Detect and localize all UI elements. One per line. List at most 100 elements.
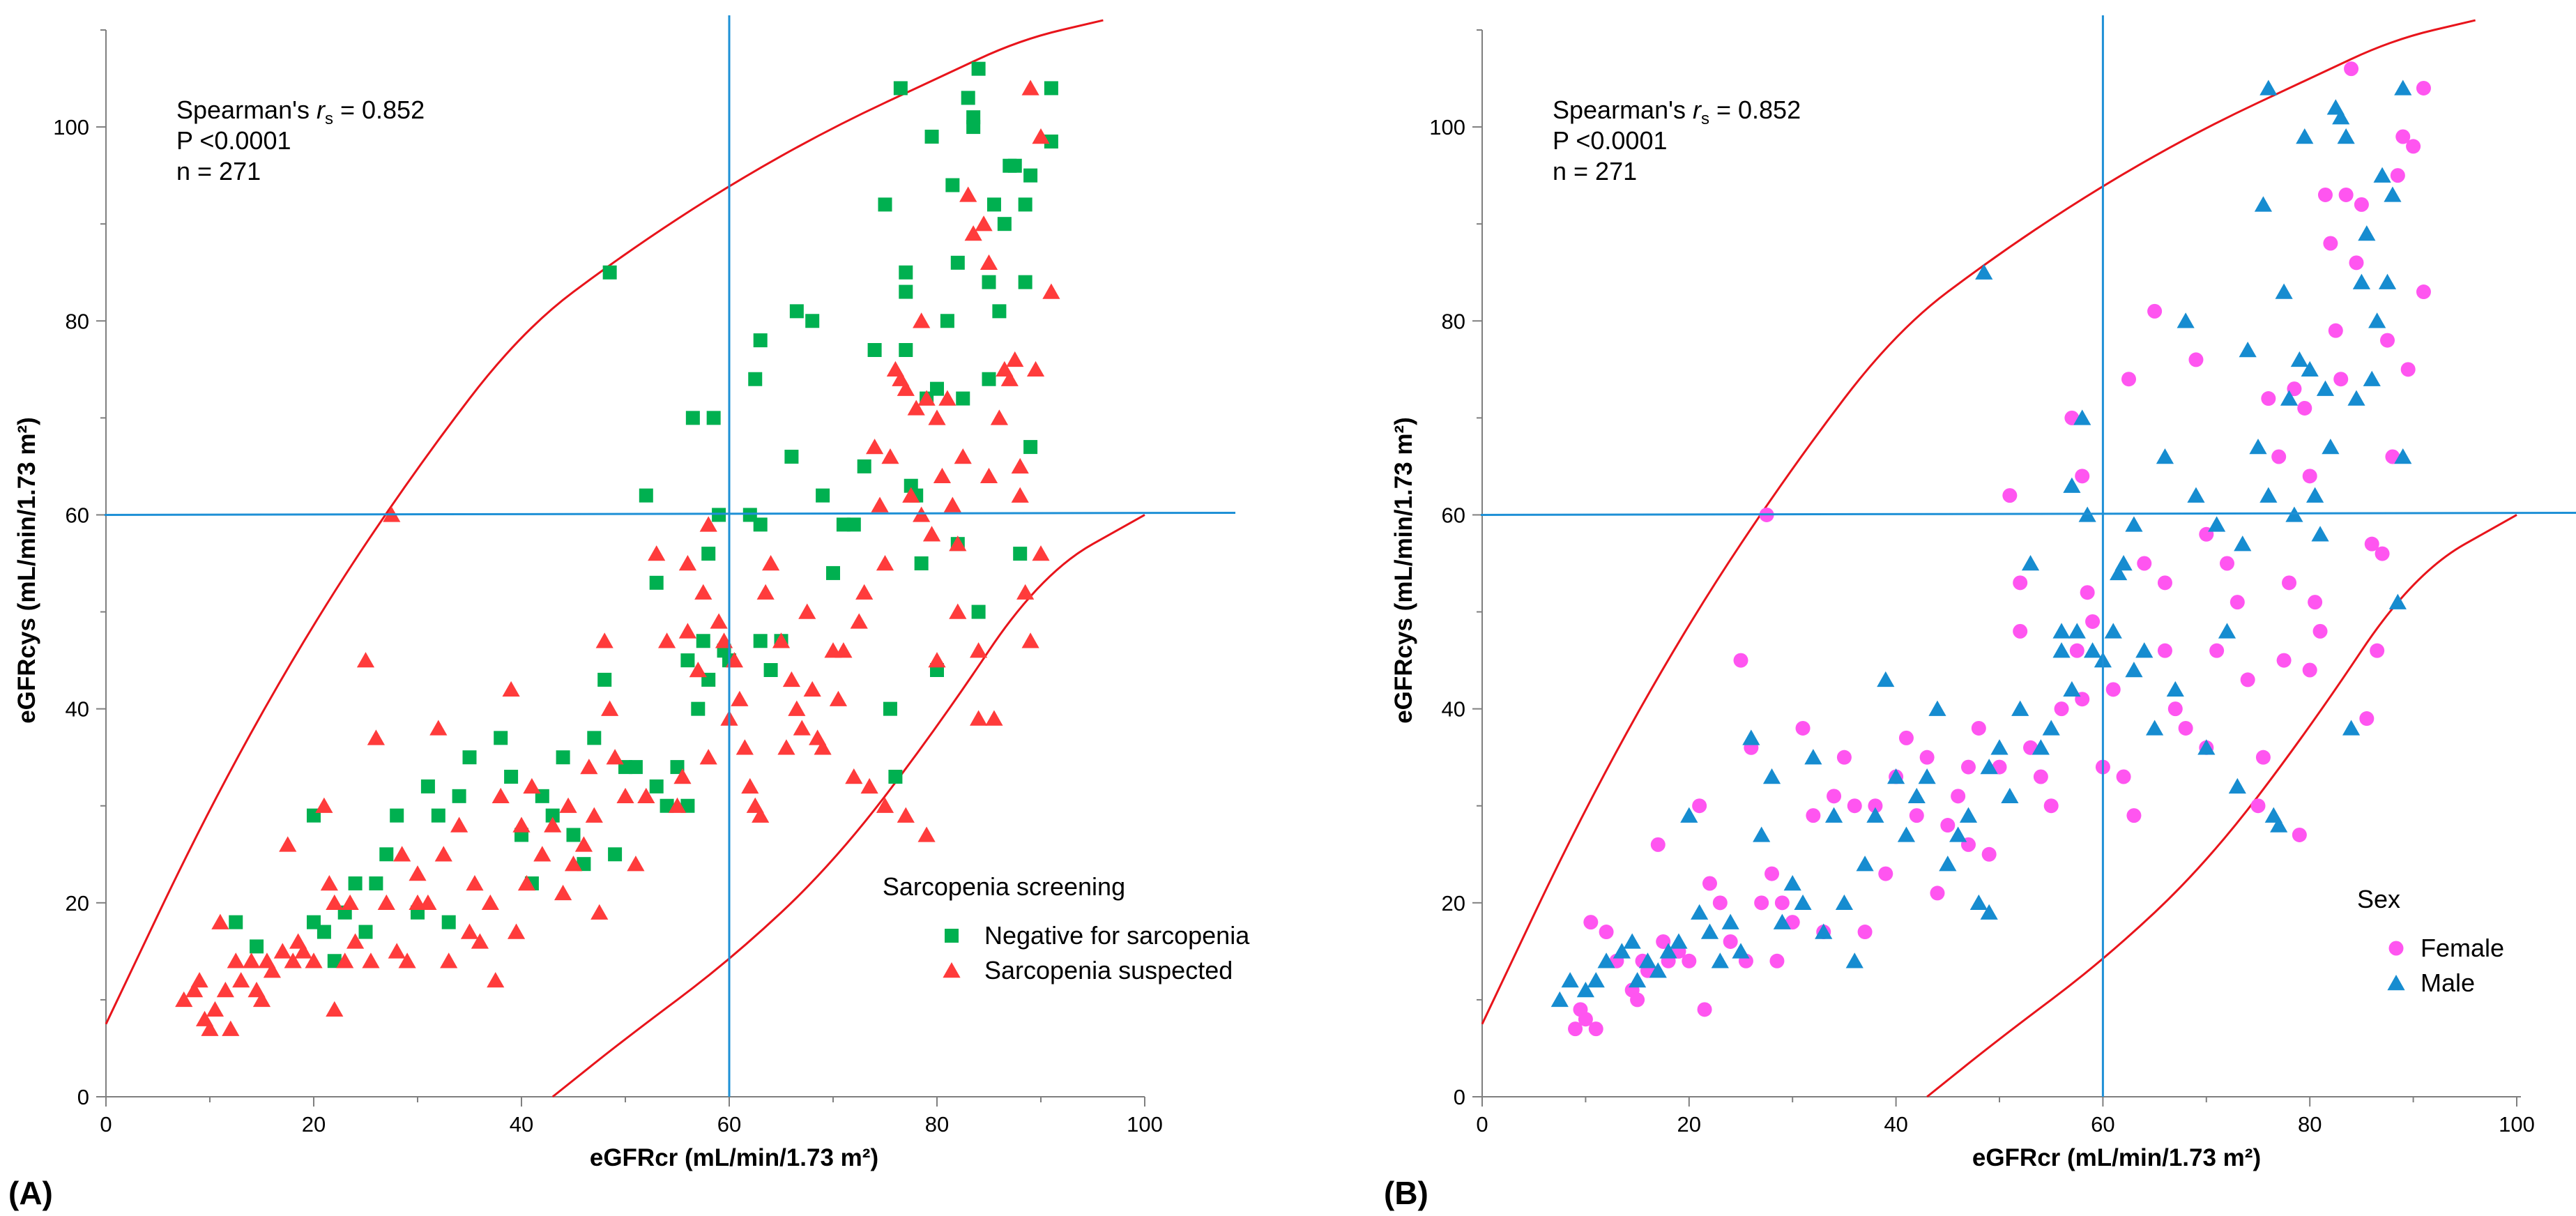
point-female: [2188, 352, 2204, 367]
point-negative-for-sarcopenia: [1044, 81, 1058, 96]
point-male: [2301, 360, 2319, 377]
point-sarcopenia-suspected: [627, 856, 645, 872]
point-male: [1990, 739, 2009, 755]
point-female: [2282, 575, 2297, 591]
point-female: [2312, 623, 2328, 639]
point-negative-for-sarcopenia: [680, 653, 695, 668]
point-negative-for-sarcopenia: [545, 808, 560, 823]
point-negative-for-sarcopenia: [577, 857, 591, 872]
panel-b: 0 20 40 60 80 100 0 20 40 60 80 100 eGFRcr (mL/min/1…: [1384, 15, 2576, 1211]
point-negative-for-sarcopenia: [899, 343, 913, 357]
prediction-band-upper: [1481, 19, 2476, 1025]
panel-label: (B): [1384, 1175, 1428, 1211]
point-female: [1588, 1021, 1603, 1037]
point-negative-for-sarcopenia: [1013, 547, 1028, 561]
point-male: [2347, 390, 2365, 406]
point-male: [2270, 816, 2288, 833]
point-male: [1649, 962, 1667, 978]
spearman-r-symbol: r: [1693, 96, 1702, 124]
point-sarcopenia-suspected: [933, 467, 952, 484]
y-tick-label: 20: [1442, 891, 1465, 915]
point-sarcopenia-suspected: [876, 797, 894, 813]
point-negative-for-sarcopenia: [1044, 134, 1058, 149]
point-male: [2290, 351, 2308, 367]
point-female: [2344, 61, 2359, 77]
legend: Sarcopenia screening Negative for sarcope…: [883, 872, 1250, 985]
point-negative-for-sarcopenia: [379, 847, 394, 862]
point-female: [2105, 682, 2121, 697]
point-female: [2121, 372, 2136, 387]
point-sarcopenia-suspected: [980, 467, 998, 484]
point-sarcopenia-suspected: [782, 671, 800, 687]
point-male: [1794, 894, 1812, 911]
point-male: [1638, 952, 1657, 968]
point-negative-for-sarcopenia: [317, 925, 331, 939]
point-female: [1878, 866, 1893, 881]
point-male: [1629, 972, 1647, 988]
point-sarcopenia-suspected: [580, 759, 598, 775]
y-tick-label: 80: [1442, 309, 1465, 333]
point-male: [1597, 952, 1615, 968]
x-axis-title: eGFRcr (mL/min/1.73 m²): [590, 1144, 878, 1171]
point-female: [2380, 333, 2395, 348]
point-female: [1656, 934, 1671, 949]
point-female: [1765, 866, 1780, 881]
point-sarcopenia-suspected: [1011, 457, 1029, 474]
point-female: [2261, 391, 2276, 406]
y-tick-label: 20: [66, 891, 89, 915]
point-sarcopenia-suspected: [990, 409, 1008, 425]
point-negative-for-sarcopenia: [950, 255, 965, 270]
point-sarcopenia-suspected: [871, 496, 889, 512]
point-negative-for-sarcopenia: [899, 284, 913, 299]
point-male: [1623, 933, 1641, 949]
point-female: [1692, 798, 1707, 814]
point-male: [1587, 972, 1605, 988]
point-male: [1959, 807, 1978, 823]
point-sarcopenia-suspected: [326, 1001, 344, 1017]
point-sarcopenia-suspected: [741, 777, 759, 794]
reference-line-y60: [1480, 512, 2576, 516]
point-female: [1836, 750, 1852, 765]
spearman-r-symbol: r: [317, 96, 326, 124]
point-negative-for-sarcopenia: [753, 517, 768, 532]
point-sarcopenia-suspected: [928, 652, 946, 668]
point-sarcopenia-suspected: [772, 632, 791, 648]
point-male: [2259, 487, 2278, 503]
point-sarcopenia-suspected: [175, 991, 193, 1008]
point-sarcopenia-suspected: [777, 739, 795, 755]
point-female: [1930, 886, 1945, 901]
point-sarcopenia-suspected: [964, 225, 982, 241]
point-sarcopenia-suspected: [263, 962, 281, 978]
point-female: [2147, 303, 2163, 319]
point-male: [2114, 555, 2133, 571]
point-male: [2021, 555, 2040, 571]
point-sarcopenia-suspected: [866, 439, 884, 455]
point-negative-for-sarcopenia: [706, 411, 721, 425]
point-sarcopenia-suspected: [606, 749, 624, 765]
point-female: [1599, 925, 1614, 940]
point-female: [2308, 595, 2323, 610]
point-female: [2416, 80, 2431, 96]
point-negative-for-sarcopenia: [888, 770, 903, 784]
point-female: [2054, 701, 2069, 717]
point-sarcopenia-suspected: [507, 923, 526, 939]
point-female: [1578, 1012, 1593, 1027]
point-male: [2249, 439, 2267, 455]
point-negative-for-sarcopenia: [1018, 197, 1032, 212]
point-male: [2110, 564, 2128, 581]
point-male: [2042, 720, 2060, 736]
point-negative-for-sarcopenia: [805, 314, 820, 328]
point-male: [2280, 390, 2299, 406]
point-male: [2322, 439, 2340, 455]
point-negative-for-sarcopenia: [649, 779, 664, 793]
point-female: [1774, 895, 1790, 911]
point-negative-for-sarcopenia: [899, 265, 913, 280]
point-male: [1783, 875, 1801, 891]
point-negative-for-sarcopenia: [982, 275, 996, 289]
point-sarcopenia-suspected: [362, 952, 380, 968]
point-negative-for-sarcopenia: [712, 508, 726, 522]
point-sarcopenia-suspected: [834, 642, 853, 658]
point-negative-for-sarcopenia: [431, 808, 445, 823]
point-sarcopenia-suspected: [949, 603, 967, 619]
